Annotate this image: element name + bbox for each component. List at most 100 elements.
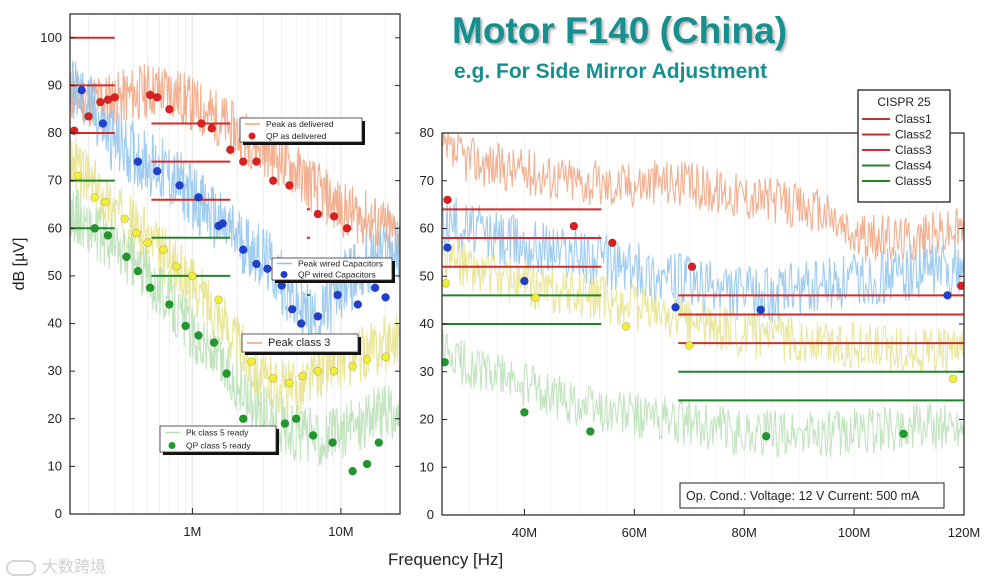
qp-point bbox=[329, 212, 339, 221]
y-tick-label: 80 bbox=[420, 125, 434, 140]
y-tick-label: 10 bbox=[420, 459, 434, 474]
qp-point bbox=[209, 338, 219, 347]
legend-delivered: Peak as delivered QP as delivered bbox=[239, 117, 365, 145]
y-tick-label: 0 bbox=[55, 506, 62, 521]
page-title: Motor F140 (China) bbox=[452, 10, 788, 51]
qp-point bbox=[218, 219, 227, 228]
qp-point bbox=[133, 157, 143, 166]
qp-point bbox=[342, 223, 352, 233]
y-tick-label: 20 bbox=[420, 412, 434, 427]
x-tick-label: 1M bbox=[183, 524, 201, 539]
y-axis-label: dB [µV] bbox=[11, 238, 28, 291]
qp-point bbox=[684, 341, 694, 350]
qp-point bbox=[152, 93, 162, 102]
legend-box bbox=[241, 333, 359, 353]
qp-point bbox=[268, 373, 278, 383]
qp-point bbox=[101, 197, 110, 207]
qp-point bbox=[238, 245, 248, 255]
qp-point bbox=[194, 193, 203, 202]
qp-point bbox=[159, 245, 168, 255]
qp-point bbox=[285, 378, 294, 388]
qp-point bbox=[333, 290, 342, 300]
qp-point bbox=[348, 466, 357, 476]
qp-point bbox=[122, 252, 131, 262]
y-tick-label: 80 bbox=[48, 125, 62, 140]
qp-point bbox=[531, 293, 540, 303]
qp-point bbox=[152, 166, 162, 176]
qp-point bbox=[238, 414, 248, 424]
qp-point bbox=[756, 305, 765, 314]
qp-point bbox=[608, 238, 617, 248]
annotation-frame bbox=[679, 482, 945, 509]
qp-point bbox=[214, 295, 223, 305]
legend-box bbox=[857, 89, 951, 203]
legend-box bbox=[239, 117, 363, 143]
legend-label: Peak as delivered bbox=[266, 119, 334, 129]
legend-label: Class4 bbox=[895, 159, 932, 173]
qp-point bbox=[348, 362, 357, 371]
legend-title: CISPR 25 bbox=[877, 95, 931, 109]
qp-point bbox=[956, 281, 964, 291]
qp-point bbox=[329, 366, 339, 376]
qp-point bbox=[268, 176, 278, 185]
trace-pk-class-5-ready bbox=[70, 184, 400, 466]
qp-point bbox=[252, 157, 261, 166]
qp-point bbox=[73, 171, 83, 181]
qp-point bbox=[133, 266, 143, 276]
qp-point bbox=[181, 321, 190, 331]
legend-dot-icon bbox=[168, 442, 176, 449]
y-tick-label: 70 bbox=[48, 173, 62, 188]
x-axis-label: Frequency [Hz] bbox=[388, 550, 503, 569]
legend-box bbox=[271, 257, 393, 281]
qp-point bbox=[291, 414, 301, 424]
y-tick-label: 100 bbox=[40, 30, 62, 45]
qp-point bbox=[96, 97, 105, 107]
qp-point bbox=[443, 195, 452, 205]
legend-label: Pk class 5 ready bbox=[186, 428, 249, 438]
watermark-text: 大数跨境 bbox=[42, 557, 107, 576]
y-tick-label: 90 bbox=[48, 77, 62, 92]
watermark: 大数跨境 bbox=[6, 553, 106, 577]
qp-point bbox=[103, 231, 113, 240]
y-tick-label: 30 bbox=[48, 363, 62, 378]
legend-dot-icon bbox=[248, 132, 256, 140]
qp-point bbox=[298, 371, 307, 381]
qp-point bbox=[287, 304, 297, 314]
qp-point bbox=[285, 181, 294, 190]
x-tick-label: 80M bbox=[732, 525, 757, 540]
qp-point bbox=[120, 214, 129, 224]
legend-class3: Peak class 3 bbox=[241, 333, 361, 355]
qp-point bbox=[370, 283, 380, 293]
legend-label: Class5 bbox=[895, 174, 932, 188]
y-tick-label: 30 bbox=[420, 364, 434, 379]
qp-point bbox=[197, 119, 206, 128]
qp-point bbox=[222, 369, 231, 378]
qp-point bbox=[381, 293, 390, 302]
qp-point bbox=[165, 104, 174, 114]
y-tick-label: 60 bbox=[48, 220, 62, 235]
qp-point bbox=[84, 112, 93, 121]
x-tick-label: 40M bbox=[512, 525, 537, 540]
legend-label: Class1 bbox=[895, 112, 932, 126]
qp-point bbox=[172, 262, 181, 271]
legend-label: QP as delivered bbox=[266, 131, 327, 141]
legend-dot-icon bbox=[280, 271, 288, 278]
qp-point bbox=[247, 357, 256, 366]
qp-point bbox=[313, 312, 323, 321]
qp-point bbox=[175, 181, 184, 190]
legend-label: QP wired Capacitors bbox=[298, 270, 376, 280]
legend-label: Class2 bbox=[895, 128, 932, 142]
qp-point bbox=[442, 279, 451, 288]
qp-point bbox=[362, 459, 372, 469]
qp-point bbox=[110, 93, 120, 102]
y-tick-label: 10 bbox=[48, 458, 62, 473]
y-tick-label: 60 bbox=[420, 221, 434, 236]
left-chart-frame bbox=[69, 13, 401, 515]
qp-point bbox=[569, 221, 579, 231]
qp-point bbox=[98, 119, 108, 128]
qp-point bbox=[621, 322, 631, 331]
watermark-logo-icon bbox=[6, 559, 36, 576]
qp-point bbox=[308, 431, 318, 440]
